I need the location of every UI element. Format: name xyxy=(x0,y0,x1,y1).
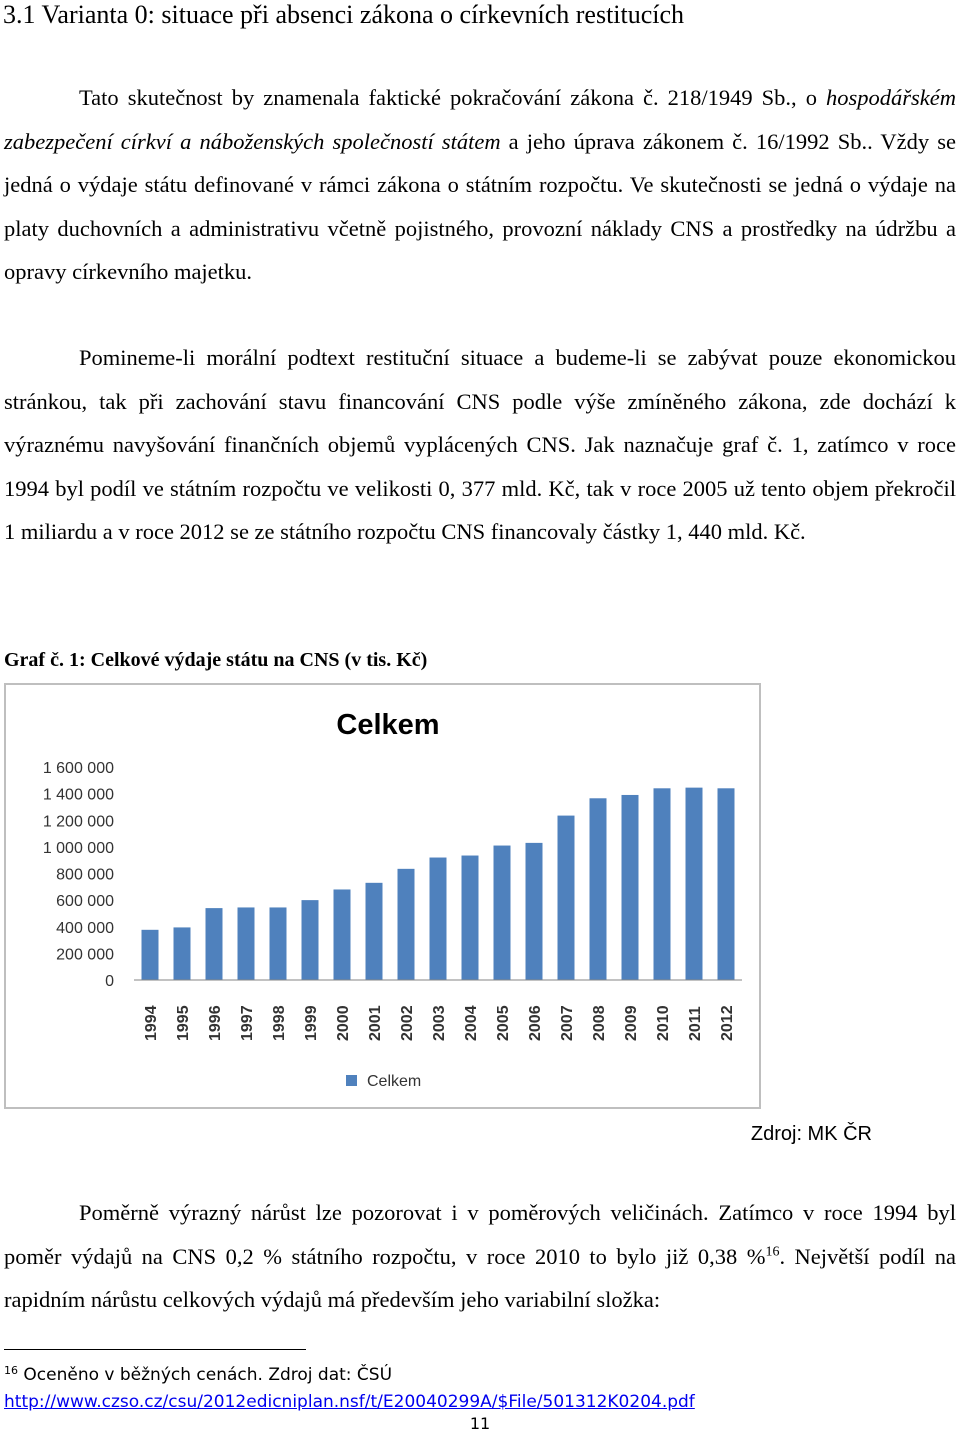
y-tick-label: 0 xyxy=(105,973,114,990)
footnote-link[interactable]: http://www.czso.cz/csu/2012edicniplan.ns… xyxy=(4,1392,695,1412)
y-axis-ticks: 0 200 000 400 000 600 000 800 000 1 000 000 1 … xyxy=(43,760,114,990)
bar-2007 xyxy=(557,815,575,980)
bar-2003 xyxy=(429,857,447,980)
footnote-line: 16 Oceněno v běžných cenách. Zdroj dat: … xyxy=(4,1362,944,1389)
paragraph-2: Pomineme-li morální podtext restituční s… xyxy=(4,336,956,554)
paragraph-3: Poměrně výrazný nárůst lze pozorovat i v… xyxy=(4,1191,956,1322)
x-tick-label: 2001 xyxy=(367,1005,384,1041)
law-title-italic: hospodářském zabezpečení církví a nábože… xyxy=(4,85,956,154)
footnote-link-line: http://www.czso.cz/csu/2012edicniplan.ns… xyxy=(4,1389,944,1416)
page-number: 11 xyxy=(469,1414,491,1433)
bar-2011 xyxy=(685,787,703,980)
x-tick-label: 2009 xyxy=(623,1005,640,1041)
bar-1994 xyxy=(141,929,159,980)
bar-2008 xyxy=(589,798,607,980)
section-heading: 3.1 Varianta 0: situace při absenci záko… xyxy=(3,0,685,29)
x-tick-label: 2011 xyxy=(687,1006,704,1041)
bar-1998 xyxy=(269,907,287,980)
footnote: 16 Oceněno v běžných cenách. Zdroj dat: … xyxy=(4,1362,944,1416)
paragraph-2-text: Pomineme-li morální podtext restituční s… xyxy=(4,345,956,544)
footnote-separator xyxy=(4,1349,306,1350)
paragraph-1: Tato skutečnost by znamenala faktické po… xyxy=(4,76,956,294)
footnote-text: Oceněno v běžných cenách. Zdroj dat: ČSÚ xyxy=(18,1365,393,1385)
bar-2004 xyxy=(461,855,479,980)
bar-1997 xyxy=(237,907,255,980)
x-tick-label: 2002 xyxy=(399,1005,416,1041)
x-tick-label: 2008 xyxy=(591,1005,608,1041)
y-tick-label: 800 000 xyxy=(56,867,114,884)
y-tick-label: 1 600 000 xyxy=(43,760,114,777)
y-tick-label: 1 400 000 xyxy=(43,787,114,804)
bar-2002 xyxy=(397,868,415,980)
figure-caption: Graf č. 1: Celkové výdaje státu na CNS (… xyxy=(4,649,428,671)
chart-title: Celkem xyxy=(336,709,439,741)
bar-chart: Celkem 0 200 000 400 000 600 000 800 000 1 00… xyxy=(4,683,761,1109)
y-tick-label: 200 000 xyxy=(56,946,114,963)
x-tick-label: 2004 xyxy=(463,1005,480,1041)
bar-2010 xyxy=(653,788,671,980)
x-tick-label: 1997 xyxy=(239,1005,256,1041)
paragraph-3-text-b: . Největší podíl na rapidním nárůstu cel… xyxy=(4,1243,956,1313)
x-tick-label: 2006 xyxy=(527,1005,544,1041)
x-tick-label: 2012 xyxy=(719,1005,736,1041)
bar-2009 xyxy=(621,794,639,980)
x-tick-label: 1998 xyxy=(271,1005,288,1041)
footnote-reference[interactable]: 16 xyxy=(765,1244,780,1259)
chart-legend: Celkem xyxy=(346,1073,421,1090)
bars-group xyxy=(141,787,735,980)
footnote-number: 16 xyxy=(4,1364,18,1377)
bar-2006 xyxy=(525,842,543,980)
x-axis-ticks: 1994 1995 1996 1997 1998 1999 2000 2001 2002 2003… xyxy=(143,1005,736,1041)
paragraph-1-text-a: Tato skutečnost by znamenala faktické po… xyxy=(79,85,826,110)
bar-2005 xyxy=(493,845,511,980)
bar-2001 xyxy=(365,882,383,980)
bar-2012 xyxy=(717,788,735,980)
chart-svg: Celkem 0 200 000 400 000 600 000 800 000 1 00… xyxy=(43,709,742,1090)
legend-swatch xyxy=(346,1075,357,1086)
legend-label: Celkem xyxy=(367,1073,421,1090)
y-tick-label: 1 200 000 xyxy=(43,813,114,830)
x-tick-label: 2010 xyxy=(655,1005,672,1041)
y-tick-label: 1 000 000 xyxy=(43,840,114,857)
paragraph-1-text-b: a jeho úprava zákonem č. 16/1992 Sb.. Vž… xyxy=(4,128,956,285)
x-tick-label: 2005 xyxy=(495,1005,512,1041)
figure-source: Zdroj: MK ČR xyxy=(750,1123,872,1145)
x-tick-label: 2000 xyxy=(335,1005,352,1041)
paragraph-3-text-a: Poměrně výrazný nárůst lze pozorovat i v… xyxy=(4,1200,956,1269)
y-tick-label: 600 000 xyxy=(56,893,114,910)
bar-2000 xyxy=(333,889,351,980)
x-tick-label: 2003 xyxy=(431,1005,448,1041)
y-tick-label: 400 000 xyxy=(56,920,114,937)
bar-1999 xyxy=(301,900,319,980)
x-tick-label: 1996 xyxy=(207,1005,224,1041)
x-tick-label: 2007 xyxy=(559,1005,576,1041)
bar-1996 xyxy=(205,908,223,980)
x-tick-label: 1994 xyxy=(143,1005,160,1041)
x-tick-label: 1995 xyxy=(175,1005,192,1041)
bar-1995 xyxy=(173,927,191,980)
x-tick-label: 1999 xyxy=(303,1005,320,1041)
